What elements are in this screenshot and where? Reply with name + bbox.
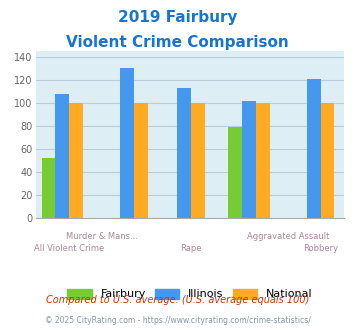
Text: Violent Crime Comparison: Violent Crime Comparison xyxy=(66,35,289,50)
Text: Aggravated Assault: Aggravated Assault xyxy=(247,232,329,241)
Bar xyxy=(242,101,256,218)
Text: Robbery: Robbery xyxy=(303,244,338,253)
Bar xyxy=(321,103,334,218)
Bar xyxy=(120,68,134,218)
Legend: Fairbury, Illinois, National: Fairbury, Illinois, National xyxy=(63,284,317,304)
Bar xyxy=(228,127,242,218)
Text: Murder & Mans...: Murder & Mans... xyxy=(66,232,137,241)
Text: 2019 Fairbury: 2019 Fairbury xyxy=(118,10,237,25)
Bar xyxy=(191,103,205,218)
Text: © 2025 CityRating.com - https://www.cityrating.com/crime-statistics/: © 2025 CityRating.com - https://www.city… xyxy=(45,316,310,325)
Text: Compared to U.S. average. (U.S. average equals 100): Compared to U.S. average. (U.S. average … xyxy=(46,295,309,305)
Bar xyxy=(42,158,55,218)
Bar xyxy=(134,103,148,218)
Bar xyxy=(69,103,83,218)
Text: Rape: Rape xyxy=(180,244,202,253)
Bar xyxy=(178,88,191,218)
Bar xyxy=(55,94,69,218)
Bar xyxy=(307,79,321,218)
Text: All Violent Crime: All Violent Crime xyxy=(34,244,104,253)
Bar xyxy=(256,103,269,218)
